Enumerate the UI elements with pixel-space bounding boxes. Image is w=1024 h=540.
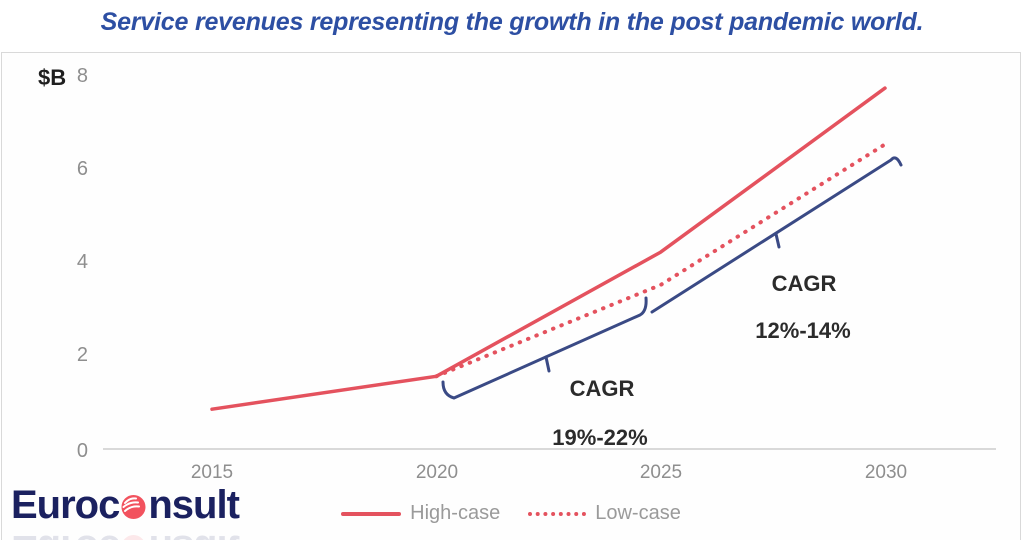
chart-area: $B 8 6 4 2 0 2015 2020 2025 2030 CAGR 19…: [1, 52, 1021, 540]
high-case-line: [210, 86, 887, 411]
logo-text-suffix: nsult: [148, 483, 240, 527]
legend-item-high-case: High-case: [341, 502, 500, 525]
legend-item-low-case: Low-case: [528, 502, 681, 525]
y-tick-2: 2: [77, 344, 88, 366]
logo-text-prefix: Euroc: [11, 483, 120, 527]
cagr-label-1: CAGR: [570, 376, 635, 401]
low-case-line: [434, 142, 887, 379]
cagr-bracket-2-pointer: [774, 232, 781, 249]
x-tick-2020: 2020: [416, 462, 458, 483]
euroconsult-logo: Euroc nsult: [11, 483, 240, 527]
cagr-bracket-1-pointer: [544, 355, 551, 373]
y-tick-6: 6: [77, 158, 88, 180]
cagr-label-2: CAGR: [772, 271, 837, 296]
logo-dot-reflection-icon: [121, 535, 146, 540]
x-tick-2015: 2015: [191, 462, 233, 483]
y-axis-unit: $B: [38, 65, 66, 90]
y-tick-8: 8: [77, 65, 88, 87]
legend-label-low-case: Low-case: [595, 502, 681, 524]
x-tick-2025: 2025: [640, 462, 682, 483]
x-tick-2030: 2030: [865, 462, 907, 483]
y-tick-4: 4: [77, 251, 88, 273]
low-case-line-swatch: [528, 511, 587, 516]
logo-dot-icon: [121, 495, 146, 519]
legend: High-case Low-case: [2, 502, 1020, 525]
y-tick-0: 0: [77, 440, 88, 462]
legend-label-high-case: High-case: [410, 502, 501, 524]
cagr-range-1: 19%-22%: [552, 425, 647, 450]
chart-title: Service revenues representing the growth…: [100, 8, 924, 36]
cagr-range-2: 12%-14%: [755, 318, 850, 343]
plot-svg: $B 8 6 4 2 0 2015 2020 2025 2030 CAGR 19…: [38, 65, 996, 483]
cagr-bracket-2025-2030: [650, 156, 903, 314]
high-case-line-swatch: [341, 511, 402, 516]
